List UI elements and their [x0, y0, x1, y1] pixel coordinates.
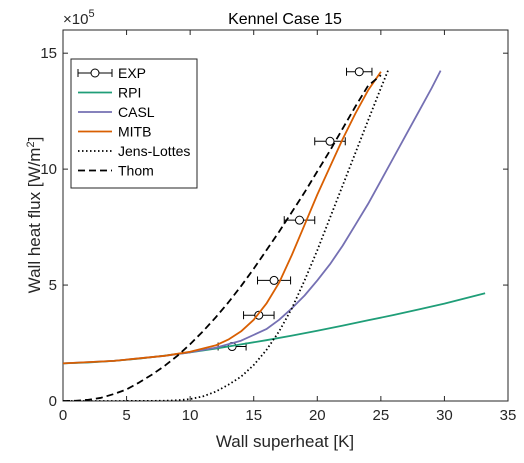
y-multiplier: ×105	[63, 8, 95, 28]
data-point-exp	[325, 136, 335, 146]
x-tick-label: 35	[500, 407, 517, 424]
y-tick-label: 0	[49, 393, 57, 410]
series-line-thom	[63, 74, 382, 401]
series-line-jens-lottes	[63, 69, 390, 401]
series-group	[63, 67, 486, 401]
x-tick-label: 30	[436, 407, 453, 424]
y-multiplier-base: ×10	[63, 11, 88, 28]
x-tick-label: 15	[245, 407, 262, 424]
chart-title: Kennel Case 15	[228, 11, 342, 28]
x-tick-label: 25	[373, 407, 390, 424]
y-axis-label-superscript: 2	[25, 141, 37, 147]
y-tick-label: 5	[49, 277, 57, 294]
legend-label-rpi: RPI	[118, 85, 141, 101]
plot-frame	[62, 29, 509, 402]
y-axis-label-end: ]	[25, 137, 44, 142]
y-axis-label-main: Wall heat flux [W/m	[25, 148, 44, 294]
y-tick-label: 10	[40, 161, 57, 178]
legend-label-thom: Thom	[118, 163, 154, 179]
y-tick-label: 15	[40, 45, 57, 62]
legend-label-exp: EXP	[118, 65, 146, 81]
x-tick-label: 5	[122, 407, 130, 424]
x-tick-label: 10	[182, 407, 199, 424]
legend-box	[70, 58, 198, 189]
data-point-exp	[294, 215, 304, 225]
y-multiplier-exponent: 5	[88, 8, 94, 20]
x-axis-label: Wall superheat [K]	[216, 432, 354, 451]
y-axis-label: Wall heat flux [W/m2]	[25, 137, 44, 294]
data-point-exp	[269, 275, 279, 285]
legend-label-mitb: MITB	[118, 124, 151, 140]
data-point-exp	[354, 67, 364, 77]
x-tick-label: 0	[59, 407, 67, 424]
legend-label-casl: CASL	[118, 104, 155, 120]
series-line-mitb	[63, 71, 382, 365]
legend-label-jens-lottes: Jens-Lottes	[118, 143, 190, 159]
series-line-casl	[63, 70, 442, 365]
x-tick-label: 20	[309, 407, 326, 424]
legend-marker-exp	[90, 68, 100, 78]
